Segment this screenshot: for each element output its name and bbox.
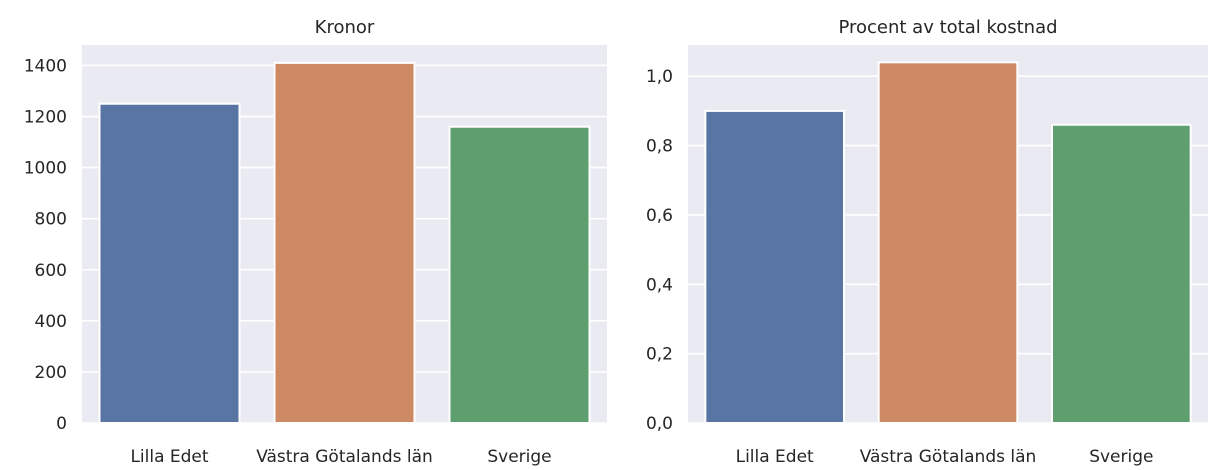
bar-1 <box>704 109 845 424</box>
chart-title: Kronor <box>315 17 375 38</box>
y-tick-label: 0,0 <box>646 414 673 434</box>
bar-2 <box>273 61 416 424</box>
chart-title: Procent av total kostnad <box>838 17 1057 38</box>
y-tick-label: 200 <box>35 363 67 383</box>
x-tick-label: Sverige <box>487 447 551 466</box>
chart-panel-1: 0 200 400 600 800 1000 1200 1400 Lilla Edet Västr… <box>24 17 607 467</box>
bar-3 <box>1051 123 1192 424</box>
y-tick-label: 0 <box>56 414 67 434</box>
y-tick-label: 0,2 <box>646 345 673 365</box>
y-tick-label: 600 <box>35 261 67 281</box>
x-tick-label: Sverige <box>1089 447 1153 466</box>
y-tick-label: 0,8 <box>646 137 673 157</box>
x-tick-label: Västra Götalands län <box>256 447 433 466</box>
x-tick-label: Lilla Edet <box>130 447 208 466</box>
bar-2 <box>877 61 1019 425</box>
x-tick-label: Västra Götalands län <box>860 447 1037 466</box>
y-tick-label: 1,0 <box>646 67 673 87</box>
y-tick-label: 1000 <box>24 159 67 179</box>
y-tick-label: 1200 <box>24 108 67 128</box>
y-tick-label: 0,6 <box>646 206 673 226</box>
y-tick-label: 1400 <box>24 56 67 76</box>
y-tick-label: 400 <box>35 312 67 332</box>
x-tick-label: Lilla Edet <box>736 447 814 466</box>
y-tick-label: 800 <box>35 210 67 230</box>
chart-panel-2: 0,0 0,2 0,4 0,6 0,8 1,0 Lilla Edet Västra Götal… <box>646 17 1208 467</box>
bar-1 <box>98 102 241 424</box>
bar-3 <box>448 125 591 424</box>
y-tick-label: 0,4 <box>646 275 673 295</box>
